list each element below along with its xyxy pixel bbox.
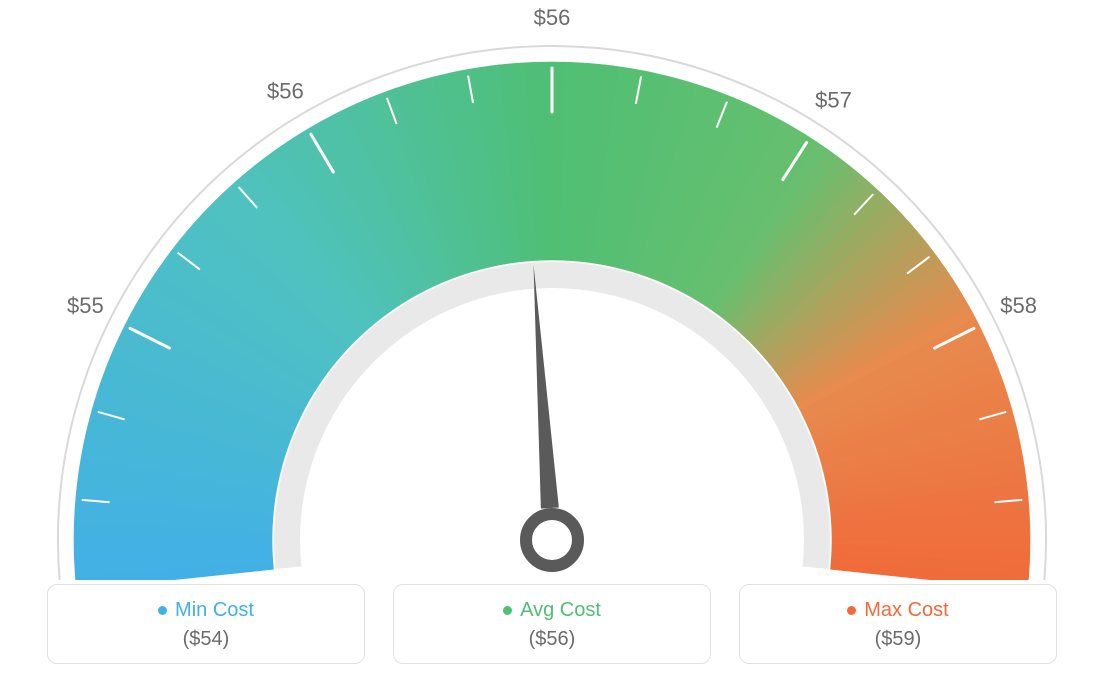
legend-value: ($59) (750, 628, 1046, 651)
legend-dot-icon (503, 606, 512, 615)
gauge-tick-label: $56 (534, 5, 571, 30)
gauge-tick-label: $55 (67, 293, 104, 318)
legend-card: Min Cost ($54) (47, 584, 365, 664)
legend-label: Avg Cost (520, 599, 601, 622)
legend-row: Min Cost ($54) Avg Cost ($56) Max Cost ($59) (47, 584, 1057, 664)
legend-title: Min Cost (158, 599, 254, 622)
legend-value: ($56) (404, 628, 700, 651)
legend-label: Max Cost (864, 599, 948, 622)
legend-card: Avg Cost ($56) (393, 584, 711, 664)
gauge-svg: $54$55$56$56$57$58$59 (22, 0, 1082, 580)
gauge-needle (526, 265, 578, 566)
legend-dot-icon (847, 606, 856, 615)
legend-title: Max Cost (847, 599, 948, 622)
legend-value: ($54) (58, 628, 354, 651)
gauge-chart-container: $54$55$56$56$57$58$59 Min Cost($54)Avg C… (0, 0, 1104, 690)
gauge-tick-label: $57 (815, 87, 852, 112)
gauge-area: $54$55$56$56$57$58$59 (0, 0, 1104, 580)
legend-card: Max Cost ($59) (739, 584, 1057, 664)
legend-title: Avg Cost (503, 599, 601, 622)
legend-label: Min Cost (175, 599, 254, 622)
legend-dot-icon (158, 606, 167, 615)
gauge-tick-label: $56 (267, 78, 304, 103)
gauge-tick-label: $58 (1000, 293, 1037, 318)
